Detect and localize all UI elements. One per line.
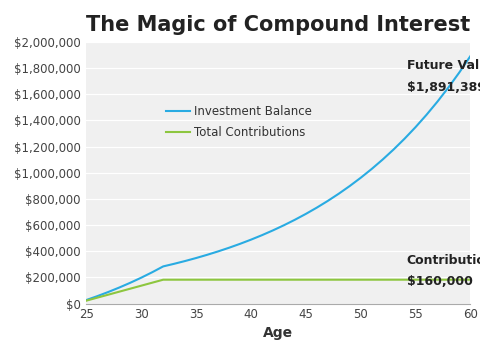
Investment Balance [292,218,298,222]
Investment Balance [456,70,462,74]
Total Contributions [424,277,430,282]
Investment Balance [445,85,451,89]
Investment Balance [204,253,210,257]
Investment Balance [171,262,177,266]
Total Contributions [402,277,408,282]
Total Contributions [215,277,221,282]
Total Contributions [358,277,363,282]
Total Contributions [160,277,166,282]
Total Contributions [95,296,100,300]
Total Contributions [117,290,122,294]
Investment Balance [259,233,265,237]
Text: $160,000: $160,000 [407,275,473,288]
Investment Balance [149,270,155,274]
Investment Balance [182,259,188,263]
Investment Balance [193,256,199,260]
Investment Balance [347,184,353,188]
Title: The Magic of Compound Interest: The Magic of Compound Interest [86,15,470,35]
X-axis label: Age: Age [264,326,293,340]
Total Contributions [314,277,320,282]
Investment Balance [369,167,374,171]
Investment Balance [325,199,331,203]
Total Contributions [84,298,89,303]
Total Contributions [445,277,451,282]
Total Contributions [204,277,210,282]
Total Contributions [226,277,232,282]
Investment Balance [303,212,309,216]
Total Contributions [281,277,287,282]
Investment Balance [314,206,320,210]
Total Contributions [237,277,243,282]
Total Contributions [270,277,276,282]
Total Contributions [325,277,331,282]
Investment Balance [215,249,221,253]
Investment Balance [138,276,144,280]
Text: $1,891,389: $1,891,389 [407,81,480,94]
Line: Investment Balance: Investment Balance [86,56,470,300]
Total Contributions [182,277,188,282]
Total Contributions [468,277,473,282]
Investment Balance [270,228,276,232]
Text: Contributions:: Contributions: [407,254,480,267]
Investment Balance [336,192,342,196]
Investment Balance [160,264,166,268]
Investment Balance [424,113,430,117]
Total Contributions [138,284,144,288]
Investment Balance [95,294,100,298]
Total Contributions [149,281,155,285]
Investment Balance [248,238,254,242]
Investment Balance [434,99,440,104]
Investment Balance [358,176,363,180]
Total Contributions [193,277,199,282]
Total Contributions [292,277,298,282]
Investment Balance [391,147,396,151]
Total Contributions [248,277,254,282]
Total Contributions [391,277,396,282]
Text: Future Value:: Future Value: [407,59,480,72]
Total Contributions [413,277,419,282]
Investment Balance [117,285,122,290]
Line: Total Contributions: Total Contributions [86,280,470,300]
Investment Balance [237,242,243,246]
Investment Balance [84,298,89,302]
Investment Balance [413,125,419,129]
Investment Balance [402,136,408,141]
Investment Balance [380,157,385,162]
Investment Balance [281,223,287,227]
Legend: Investment Balance, Total Contributions: Investment Balance, Total Contributions [161,100,317,144]
Investment Balance [226,246,232,250]
Total Contributions [380,277,385,282]
Total Contributions [171,277,177,282]
Investment Balance [127,281,133,285]
Total Contributions [456,277,462,282]
Investment Balance [106,290,111,294]
Total Contributions [106,292,111,297]
Total Contributions [127,287,133,291]
Investment Balance [468,54,473,58]
Total Contributions [369,277,374,282]
Total Contributions [434,277,440,282]
Total Contributions [336,277,342,282]
Total Contributions [347,277,353,282]
Total Contributions [303,277,309,282]
Total Contributions [259,277,265,282]
